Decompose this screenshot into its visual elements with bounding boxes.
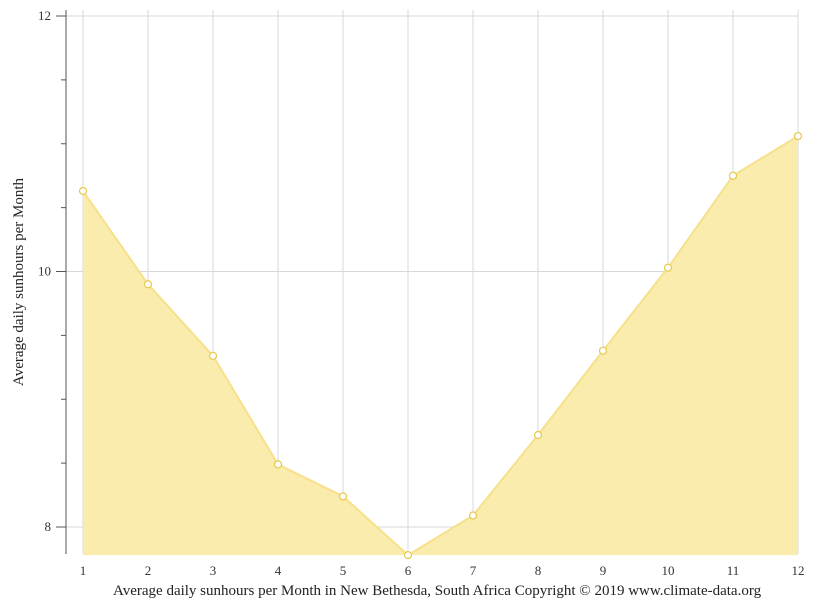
y-axis-label: Average daily sunhours per Month	[11, 178, 27, 387]
data-point-5	[338, 492, 348, 501]
x-tick-label-4: 4	[275, 563, 282, 578]
x-tick-label-3: 3	[210, 563, 217, 578]
x-tick-label-2: 2	[145, 563, 152, 578]
x-tick-label-5: 5	[340, 563, 347, 578]
data-point-6	[403, 551, 413, 560]
x-tick-label-9: 9	[600, 563, 607, 578]
data-point-9	[598, 346, 608, 355]
data-point-4	[273, 460, 283, 469]
x-tick-label-10: 10	[662, 563, 675, 578]
x-tick-label-1: 1	[80, 563, 87, 578]
data-point-10	[663, 263, 673, 272]
data-point-1	[78, 186, 88, 196]
area-fill	[83, 136, 798, 556]
y-tick-label-8: 8	[45, 519, 52, 534]
area-series	[82, 135, 799, 557]
x-tick-label-12: 12	[792, 563, 805, 578]
y-tick-label-12: 12	[38, 8, 51, 23]
y-tick-label-10: 10	[38, 264, 51, 279]
data-points	[78, 131, 803, 560]
x-tick-label-7: 7	[470, 563, 477, 578]
chart-caption: Average daily sunhours per Month in New …	[113, 583, 762, 599]
data-point-12	[793, 131, 803, 141]
data-point-8	[533, 430, 543, 440]
x-tick-label-8: 8	[535, 563, 542, 578]
data-point-2	[143, 280, 153, 289]
x-tick-label-6: 6	[405, 563, 412, 578]
data-point-3	[208, 351, 218, 360]
data-point-7	[468, 511, 478, 520]
data-point-11	[728, 171, 738, 180]
x-tick-label-11: 11	[727, 563, 740, 578]
axes	[56, 10, 67, 554]
series-line	[82, 135, 799, 557]
